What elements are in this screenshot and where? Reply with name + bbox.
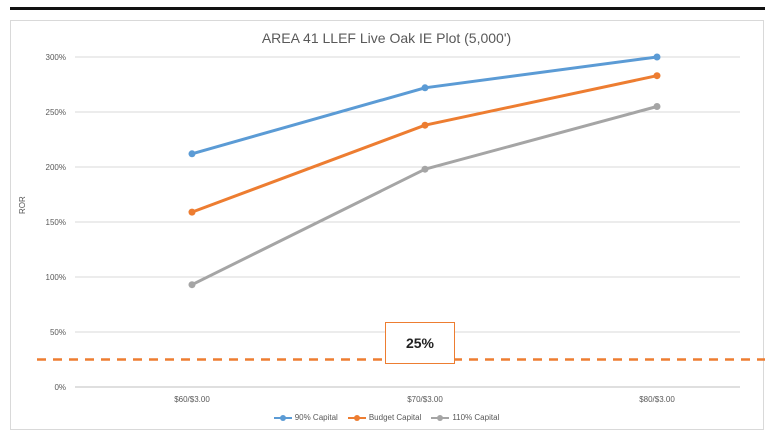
top-rule bbox=[10, 7, 765, 10]
legend-swatch-90-capital bbox=[273, 414, 292, 421]
legend-item-90-capital: 90% Capital bbox=[273, 413, 338, 422]
data-point bbox=[421, 84, 429, 92]
y-tick-label: 100% bbox=[46, 273, 66, 282]
data-point bbox=[653, 103, 661, 110]
legend-item-budget-capital: Budget Capital bbox=[347, 413, 422, 422]
chart-title: AREA 41 LLEF Live Oak IE Plot (5,000') bbox=[261, 30, 512, 46]
legend-label-110-capital: 110% Capital bbox=[452, 413, 500, 422]
y-tick-label: 200% bbox=[46, 163, 66, 172]
data-point bbox=[188, 208, 196, 216]
legend-label-budget-capital: Budget Capital bbox=[368, 413, 422, 422]
hurdle-rate-label: 25% bbox=[385, 322, 455, 364]
y-axis-label: ROR bbox=[18, 196, 27, 214]
series-line bbox=[191, 74, 658, 214]
data-point bbox=[421, 121, 429, 129]
legend-label-90-capital: 90% Capital bbox=[294, 413, 338, 422]
series-line bbox=[191, 55, 658, 156]
data-point bbox=[653, 53, 661, 61]
y-tick-label: 150% bbox=[46, 218, 66, 227]
data-point bbox=[188, 150, 196, 158]
x-tick-label: $60/$3.00 bbox=[174, 395, 210, 404]
legend: 90% Capital Budget Capital 110% Capital bbox=[0, 413, 773, 422]
y-tick-label: 0% bbox=[54, 383, 66, 392]
y-tick-label: 50% bbox=[50, 328, 66, 337]
data-point bbox=[421, 165, 429, 173]
y-tick-label: 300% bbox=[46, 53, 66, 62]
y-tick-label: 250% bbox=[46, 108, 66, 117]
legend-swatch-110-capital bbox=[431, 414, 450, 421]
data-point bbox=[188, 281, 196, 289]
data-point bbox=[653, 72, 661, 80]
legend-swatch-budget-capital bbox=[347, 414, 366, 421]
x-tick-label: $80/$3.00 bbox=[639, 395, 675, 404]
legend-item-110-capital: 110% Capital bbox=[431, 413, 499, 422]
x-tick-label: $70/$3.00 bbox=[407, 395, 443, 404]
